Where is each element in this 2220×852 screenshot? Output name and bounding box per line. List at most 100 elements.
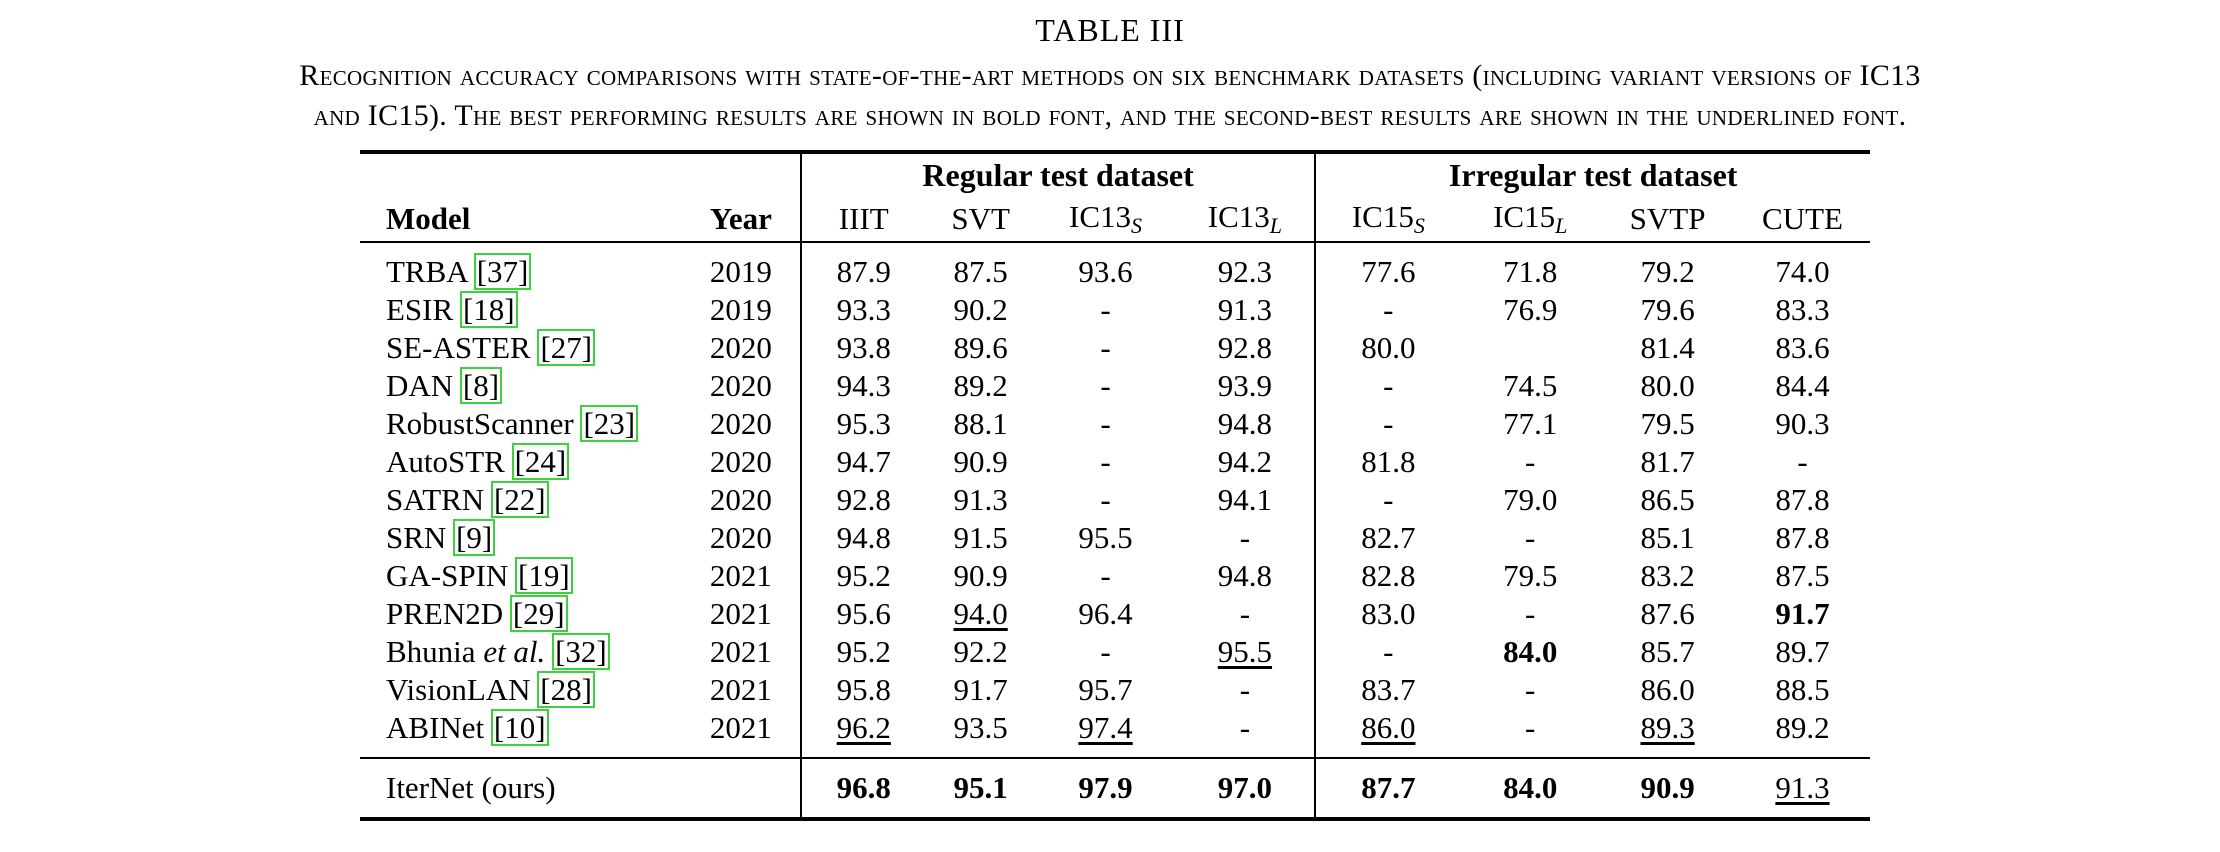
cell-ic15s: - [1314,481,1461,519]
year-cell: 2021 [709,634,772,669]
cell-svt: 90.2 [953,292,1008,327]
table-caption: Recognition accuracy comparisons with st… [10,56,2210,136]
cell-svt: 87.5 [953,254,1008,289]
citation-link[interactable]: [23] [580,405,639,442]
results-table-wrap: Regular test dataset Irregular test data… [360,150,1870,821]
model-name: Bhunia et al. [32] [386,633,610,670]
cell-iiit: 95.6 [799,595,926,633]
cell-svtp: 80.0 [1640,368,1695,403]
cell-cute: 87.8 [1775,520,1830,555]
col-ic13s: IC13S [1069,198,1143,238]
cell-svtp: 89.3 [1640,710,1695,745]
cell-ic15s: 81.8 [1314,443,1461,481]
cell-svtp: 85.1 [1640,520,1695,555]
cell-ic15s: - [1314,405,1461,443]
cell-svtp: 86.0 [1640,672,1695,707]
cell-ic15l: - [1525,710,1536,745]
citation-link[interactable]: [24] [511,443,570,480]
citation-link[interactable]: [27] [537,329,596,366]
cell-ic15s: - [1314,633,1461,671]
cell-ic15s: 87.7 [1314,758,1461,819]
cell-ic13l: - [1239,596,1251,631]
cell-ic15s: 86.0 [1314,709,1461,758]
cell-ic15s: 80.0 [1314,329,1461,367]
year-cell: 2020 [709,444,772,479]
citation-link[interactable]: [10] [490,709,549,746]
cell-cute: 89.7 [1775,634,1830,669]
model-name: SATRN [22] [386,481,549,518]
col-svt: SVT [951,200,1010,236]
citation-link[interactable]: [9] [453,519,496,556]
citation-link[interactable]: [18] [459,291,518,328]
cell-ic13s: 95.7 [1078,672,1133,707]
cell-ic13l: - [1239,710,1251,745]
ours-row: IterNet (ours) 96.8 95.1 97.9 97.0 87.7 … [360,758,1870,819]
cell-ic13l: - [1239,672,1251,707]
cell-svtp: 90.9 [1640,770,1695,805]
cell-iiit: 95.8 [799,671,926,709]
col-ic15s: IC15S [1314,196,1461,242]
citation-link[interactable]: [19] [515,557,573,594]
citation-link[interactable]: [32] [552,633,610,670]
table-row: SRN [9] 2020 94.8 91.5 95.5 - 82.7 - 85.1 87.8 [360,519,1870,557]
cell-ic15l [1460,329,1600,367]
cell-cute: - [1797,444,1808,479]
cell-cute: 87.8 [1775,482,1830,517]
cell-svtp: 81.4 [1640,330,1695,365]
year-cell: 2020 [709,368,772,403]
cell-iiit: 95.2 [799,633,926,671]
cell-ic13s: - [1100,482,1111,517]
cell-cute: 83.6 [1775,330,1830,365]
cell-ic13s: - [1100,292,1111,327]
model-name: ESIR [18] [386,291,518,328]
cell-ic13s: 95.5 [1078,520,1133,555]
cell-ic15l: 84.0 [1503,770,1558,805]
cell-ic13s: 93.6 [1078,254,1133,289]
table-row: GA-SPIN [19] 2021 95.2 90.9 - 94.8 82.8 79.5 83.… [360,557,1870,595]
table-row: PREN2D [29] 2021 95.6 94.0 96.4 - 83.0 - 87.6 91.… [360,595,1870,633]
group-header-row: Regular test dataset Irregular test data… [360,152,1870,196]
column-header-row: Model Year IIIT SVT IC13S IC13L IC15S IC… [360,196,1870,242]
cell-ic15l: - [1525,672,1536,707]
cell-svt: 90.9 [953,558,1008,593]
citation-link[interactable]: [22] [490,481,549,518]
cell-ic15l: 76.9 [1503,292,1558,327]
cell-ic15l: 74.5 [1503,368,1558,403]
cell-ic15l: 71.8 [1503,254,1558,289]
cell-svtp: 79.6 [1640,292,1695,327]
cell-ic13l: - [1239,520,1251,555]
model-name: RobustScanner [23] [386,405,639,442]
year-cell: 2021 [709,710,772,745]
cell-cute: 84.4 [1775,368,1830,403]
cell-svt: 88.1 [953,406,1008,441]
table-row: SATRN [22] 2020 92.8 91.3 - 94.1 - 79.0 86.5 87.8 [360,481,1870,519]
cell-ic15l: - [1525,444,1536,479]
year-cell: 2019 [709,292,772,327]
group-regular: Regular test dataset [799,152,1316,196]
cell-ic13l: 94.1 [1217,482,1273,517]
model-name: SE-ASTER [27] [386,329,596,366]
cell-svt: 93.5 [953,710,1008,745]
citation-link[interactable]: [8] [459,367,503,404]
cell-svt: 91.3 [953,482,1008,517]
year-cell: 2020 [709,406,772,441]
table-row: ABINet [10] 2021 96.2 93.5 97.4 - 86.0 - 89.3 89.… [360,709,1870,758]
cell-iiit: 93.3 [799,291,926,329]
cell-svtp: 85.7 [1640,634,1695,669]
cell-iiit: 94.7 [799,443,926,481]
cell-cute: 89.2 [1775,710,1830,745]
cell-ic13s: - [1100,444,1111,479]
table-row: RobustScanner [23] 2020 95.3 88.1 - 94.8 - 77.1… [360,405,1870,443]
citation-link[interactable]: [29] [509,595,568,632]
table-row: ESIR [18] 2019 93.3 90.2 - 91.3 - 76.9 79.6 83.3 [360,291,1870,329]
year-cell: 2019 [709,254,772,289]
citation-link[interactable]: [37] [473,253,532,290]
cell-ic13s: 97.9 [1078,770,1133,805]
table-row: SE-ASTER [27] 2020 93.8 89.6 - 92.8 80.0 81.4 83… [360,329,1870,367]
cell-ic15l: 84.0 [1503,634,1558,669]
citation-link[interactable]: [28] [537,671,595,708]
cell-iiit: 92.8 [799,481,926,519]
cell-svt: 91.5 [953,520,1008,555]
year-cell: 2021 [709,672,772,707]
cell-ic15s: 82.7 [1314,519,1461,557]
